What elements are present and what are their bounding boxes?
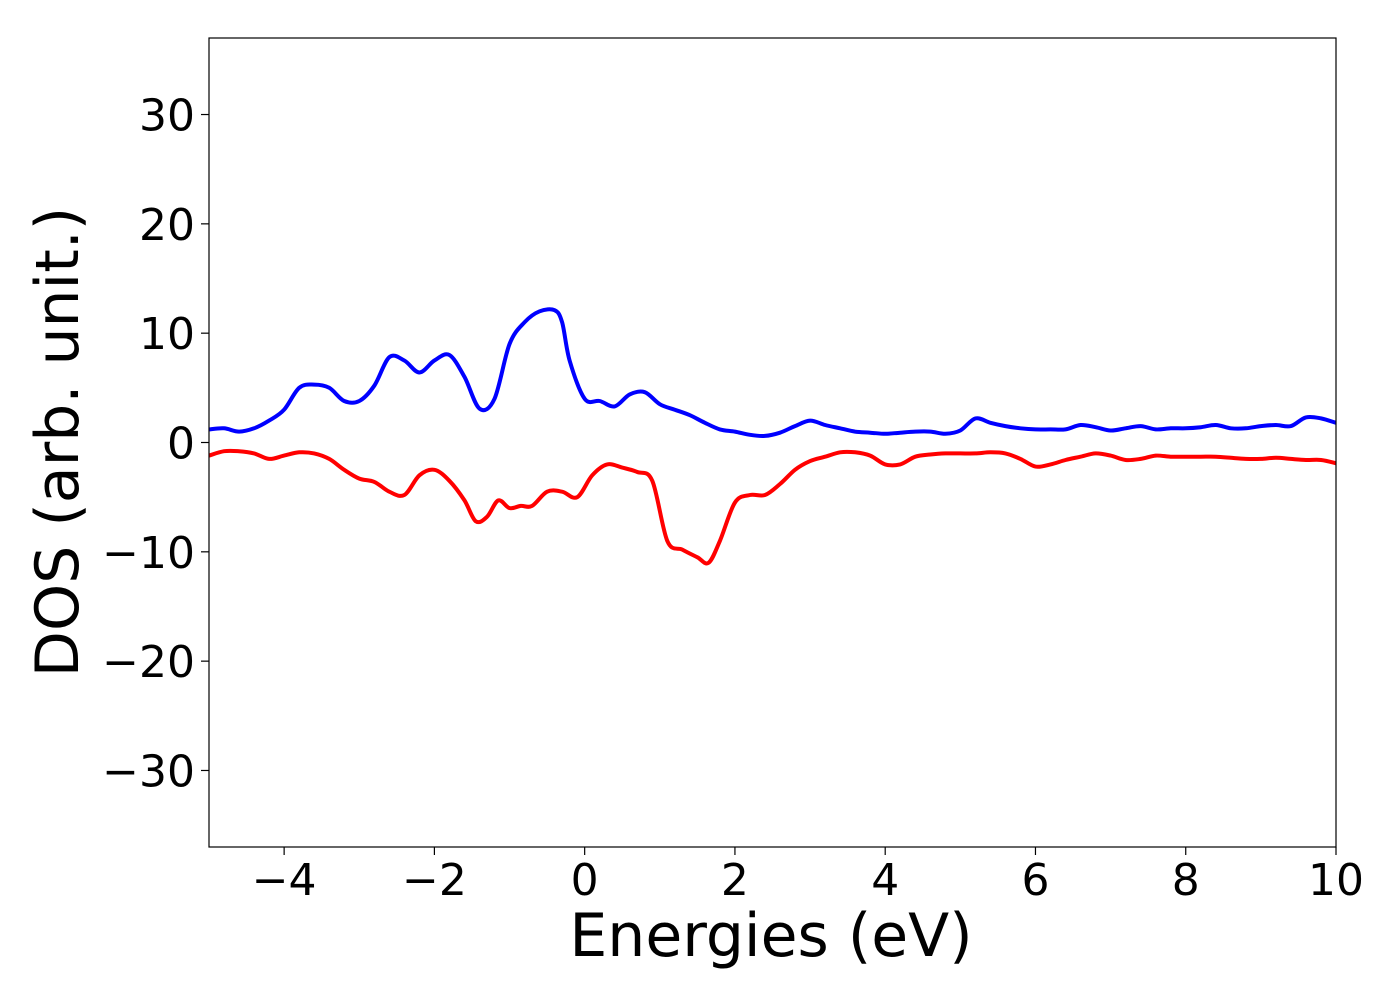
x-tick-label: −2	[402, 855, 467, 906]
y-tick-label: 10	[139, 309, 195, 360]
series-line-1	[208, 307, 1337, 439]
y-tick-label: −10	[102, 528, 195, 579]
x-axis-label: Energies (eV)	[569, 901, 972, 971]
x-tick-label: 0	[571, 855, 599, 906]
series-line-2	[208, 448, 1337, 566]
x-tick-label: 4	[871, 855, 899, 906]
y-axis-label: DOS (arb. unit.)	[23, 207, 93, 677]
y-tick-label: −30	[102, 746, 195, 797]
y-tick-label: −20	[102, 637, 195, 688]
x-axis-ticks: −4 −2 0 2 4 6 8 10	[252, 847, 1364, 906]
x-tick-label: 10	[1308, 855, 1364, 906]
x-tick-label: 8	[1172, 855, 1200, 906]
y-tick-label: 0	[167, 419, 195, 470]
y-tick-label: 20	[139, 200, 195, 251]
x-tick-label: −4	[252, 855, 317, 906]
plot-frame	[208, 37, 1337, 848]
y-tick-label: 30	[139, 91, 195, 142]
series-lines	[208, 307, 1337, 566]
x-tick-label: 6	[1021, 855, 1049, 906]
y-axis-ticks: −30 −20 −10 0 10 20 30	[102, 91, 209, 797]
x-tick-label: 2	[721, 855, 749, 906]
